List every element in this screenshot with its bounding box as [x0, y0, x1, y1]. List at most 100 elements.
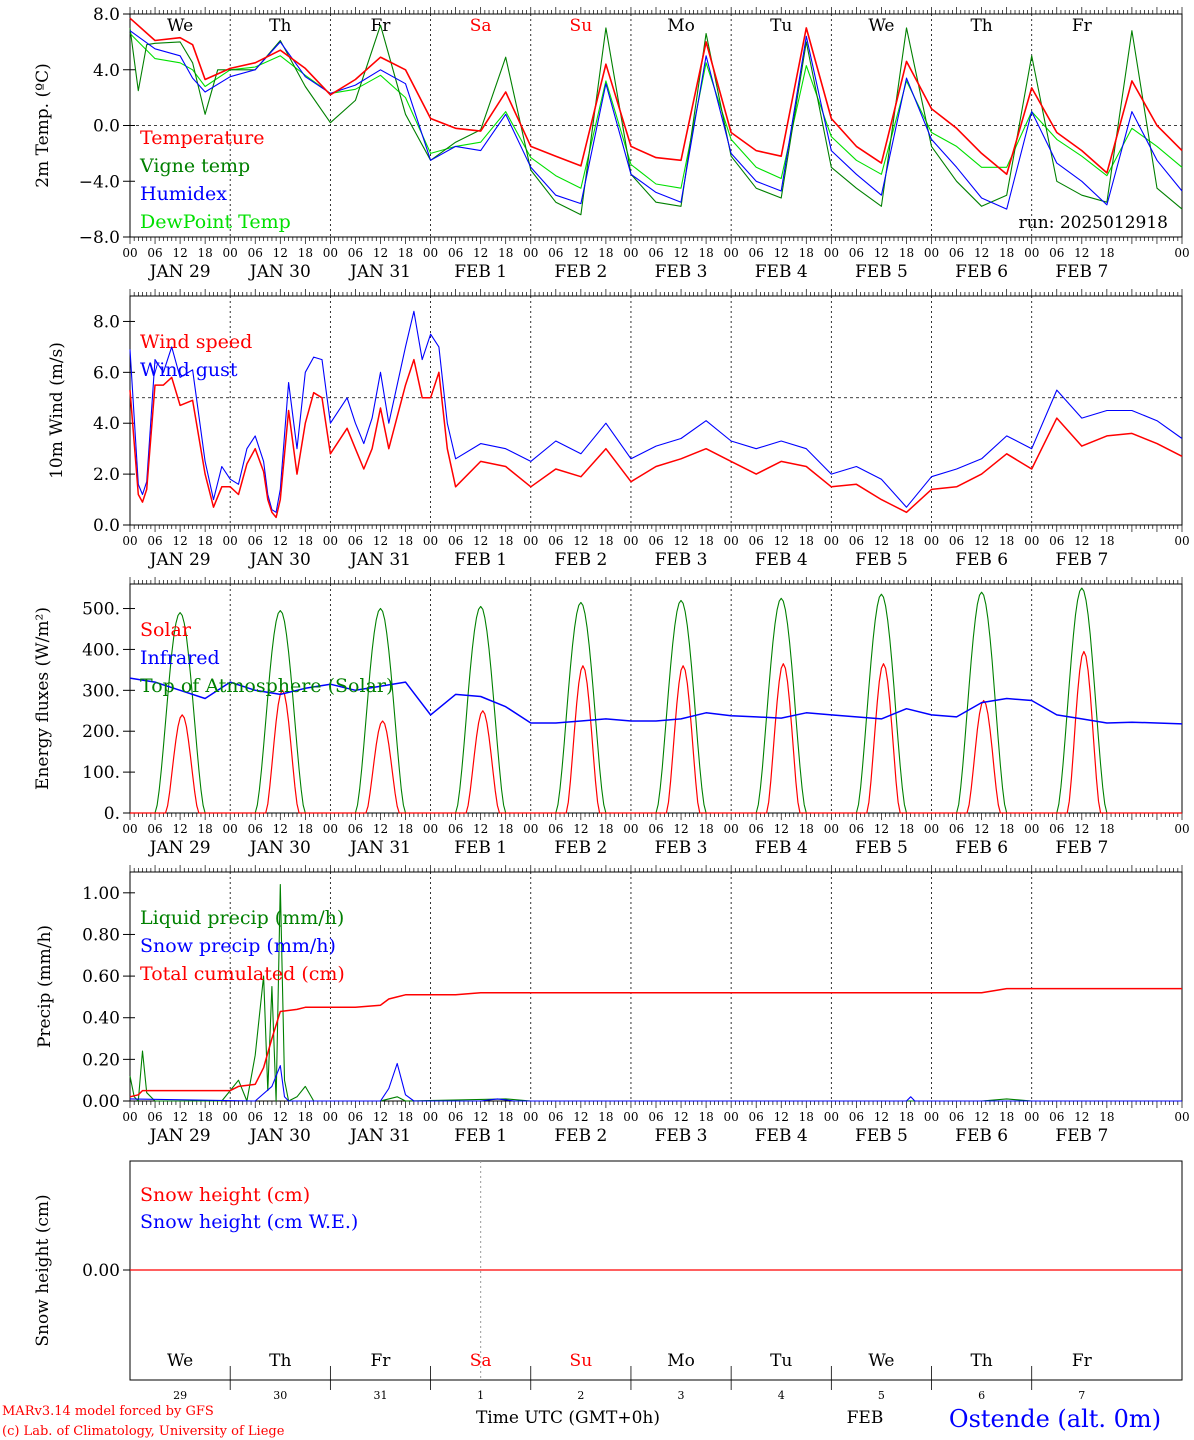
y-axis-label: 10m Wind (m/s): [47, 342, 67, 479]
hour-label: 12: [473, 1110, 488, 1124]
hour-label: 00: [1174, 246, 1189, 260]
hour-label: 00: [623, 534, 638, 548]
y-tick-label: 0.40: [82, 1009, 120, 1029]
hour-label: 00: [1174, 534, 1189, 548]
y-tick-label: 2.0: [93, 465, 120, 485]
hour-label: 12: [874, 534, 889, 548]
day-number: 4: [778, 1389, 785, 1402]
weekday-label: We: [868, 1351, 894, 1371]
hour-label: 12: [473, 246, 488, 260]
weekday-label: Mo: [667, 16, 695, 36]
hour-label: 06: [147, 534, 162, 548]
hour-label: 00: [724, 534, 739, 548]
hour-label: 12: [874, 1110, 889, 1124]
run-label: run: 2025012918: [1019, 213, 1168, 233]
hour-label: 18: [899, 534, 914, 548]
hour-label: 18: [198, 822, 213, 836]
hour-label: 06: [949, 822, 964, 836]
hour-label: 18: [498, 246, 513, 260]
date-label: FEB 5: [855, 550, 908, 570]
hour-label: 00: [523, 534, 538, 548]
hour-label: 12: [1074, 534, 1089, 548]
hour-label: 12: [774, 246, 789, 260]
y-tick-label: 0.0: [93, 117, 120, 137]
hour-label: 06: [849, 534, 864, 548]
hour-label: 12: [673, 1110, 688, 1124]
hour-label: 06: [1049, 534, 1064, 548]
weekday-label: Mo: [667, 1351, 695, 1371]
hour-label: 06: [949, 246, 964, 260]
date-label: FEB 5: [855, 1126, 908, 1146]
hour-label: 12: [172, 1110, 187, 1124]
hour-label: 18: [298, 822, 313, 836]
hour-label: 12: [1074, 1110, 1089, 1124]
series-humidex: [129, 30, 1183, 210]
hour-label: 06: [548, 822, 563, 836]
hour-label: 12: [373, 534, 388, 548]
hour-label: 18: [698, 246, 713, 260]
hour-label: 06: [448, 822, 463, 836]
series-snow-precip: [129, 1062, 1182, 1102]
panel-plots: [129, 17, 1183, 1380]
hour-label: 00: [423, 1110, 438, 1124]
month-label: FEB: [847, 1408, 884, 1428]
panel-3-frame: [129, 577, 1183, 820]
hour-label: 18: [698, 822, 713, 836]
date-label: FEB 7: [1055, 1126, 1108, 1146]
date-label: FEB 6: [955, 550, 1008, 570]
y-tick-label: 300.: [82, 681, 120, 701]
hour-label: 00: [1024, 246, 1039, 260]
legend-entry: Snow height (cm W.E.): [140, 1211, 358, 1233]
date-label: FEB 4: [755, 838, 808, 858]
y-tick-label: 200.: [82, 722, 120, 742]
series-total-cumulated: [129, 987, 1182, 1098]
hour-label: 18: [999, 246, 1014, 260]
hour-label: 06: [849, 1110, 864, 1124]
hour-label: 06: [749, 1110, 764, 1124]
panel-1-frame: [129, 7, 1183, 244]
weekday-label: Tu: [770, 16, 792, 36]
hour-label: 18: [398, 1110, 413, 1124]
legend-entry: DewPoint Temp: [140, 211, 291, 233]
hour-label: 12: [974, 1110, 989, 1124]
hour-label: 12: [774, 534, 789, 548]
legend-entry: Temperature: [140, 127, 264, 149]
hour-label: 00: [323, 246, 338, 260]
date-label: FEB 6: [955, 1126, 1008, 1146]
hour-label: 12: [373, 822, 388, 836]
hour-label: 06: [749, 246, 764, 260]
date-label: FEB 5: [855, 262, 908, 282]
hour-label: 18: [799, 534, 814, 548]
hour-label: 00: [223, 1110, 238, 1124]
hour-label: 18: [298, 246, 313, 260]
hour-label: 06: [448, 1110, 463, 1124]
hour-label: 12: [1074, 246, 1089, 260]
hour-label: 18: [198, 246, 213, 260]
hour-label: 06: [749, 534, 764, 548]
hour-label: 06: [548, 1110, 563, 1124]
weekday-label: Th: [970, 1351, 992, 1371]
hour-label: 00: [724, 822, 739, 836]
wind-series-group: [129, 310, 1183, 519]
hour-label: 06: [348, 822, 363, 836]
date-label: JAN 29: [148, 550, 211, 570]
legend-entry: Snow height (cm): [140, 1184, 310, 1206]
series-vigne-temp: [129, 24, 1183, 216]
hour-label: 18: [598, 1110, 613, 1124]
hour-label: 12: [273, 246, 288, 260]
date-label: JAN 29: [148, 838, 211, 858]
date-label: JAN 31: [348, 838, 411, 858]
hour-label: 00: [824, 1110, 839, 1124]
date-label: FEB 3: [655, 1126, 708, 1146]
hour-label: 18: [698, 1110, 713, 1124]
hour-label: 18: [398, 246, 413, 260]
weekday-label: Th: [269, 1351, 291, 1371]
date-label: FEB 4: [755, 262, 808, 282]
hour-label: 18: [598, 534, 613, 548]
date-label: FEB 7: [1055, 838, 1108, 858]
date-label: FEB 3: [655, 550, 708, 570]
hour-label: 00: [724, 246, 739, 260]
hour-label: 00: [623, 246, 638, 260]
date-label: FEB 1: [454, 262, 507, 282]
